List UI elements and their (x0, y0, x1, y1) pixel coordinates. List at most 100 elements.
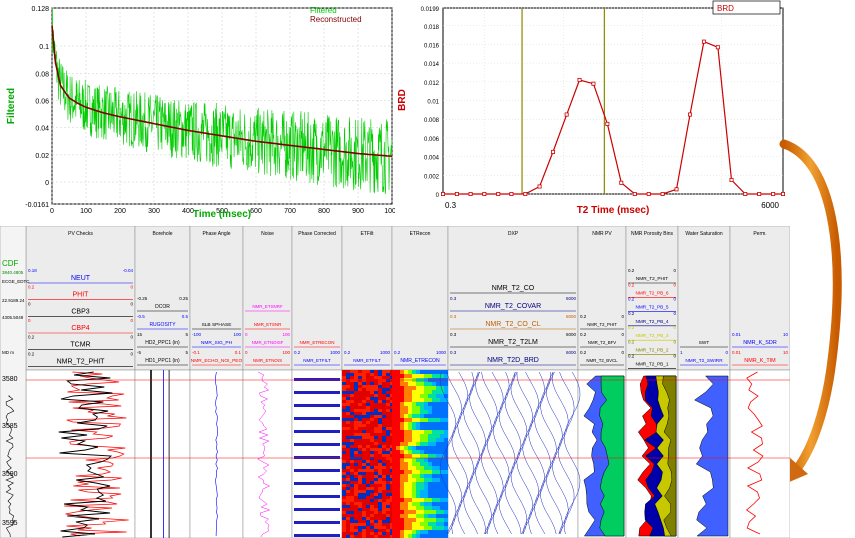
x-tick-label: 500 (216, 208, 228, 215)
heatmap-cell (346, 415, 350, 418)
curve-scale-min: 0.2 (628, 325, 635, 330)
curve-scale-max: 100 (282, 350, 290, 355)
heatmap-cell (440, 518, 444, 522)
heatmap-cell (404, 486, 408, 490)
heatmap-cell (386, 379, 390, 382)
heatmap-cell (358, 382, 362, 385)
track-title: Phase Angle (202, 231, 230, 237)
heatmap-cell (396, 510, 400, 514)
heatmap-cell (382, 472, 386, 475)
heatmap-cell (424, 394, 428, 398)
heatmap-cell (370, 430, 374, 433)
heatmap-cell (412, 434, 416, 438)
dxp-trace (498, 371, 516, 535)
heatmap-cell (346, 502, 350, 505)
heatmap-cell (346, 439, 350, 442)
heatmap-cell (366, 391, 370, 394)
heatmap-cell (370, 433, 374, 436)
heatmap-cell (392, 518, 396, 522)
heatmap-cell (408, 426, 412, 430)
heatmap-cell (432, 442, 436, 446)
echo-band (294, 417, 340, 420)
heatmap-cell (400, 498, 404, 502)
heatmap-cell (424, 446, 428, 450)
heatmap-cell (362, 463, 366, 466)
x-tick-label: 600 (250, 208, 262, 215)
heatmap-cell (350, 529, 354, 532)
heatmap-cell (386, 415, 390, 418)
heatmap-cell (378, 394, 382, 397)
data-point (688, 112, 693, 117)
data-point (701, 39, 706, 44)
x-tick-label: 100 (80, 208, 92, 215)
heatmap-cell (378, 397, 382, 400)
heatmap-cell (358, 454, 362, 457)
heatmap-cell (416, 438, 420, 442)
dxp-trace (493, 371, 510, 535)
heatmap-cell (342, 493, 346, 496)
curve-scale-min: 0 (245, 332, 248, 337)
heatmap-cell (342, 478, 346, 481)
heatmap-cell (400, 530, 404, 534)
heatmap-cell (444, 414, 448, 418)
echo-band (294, 482, 340, 485)
heatmap-cell (420, 382, 424, 386)
heatmap-cell (392, 482, 396, 486)
heatmap-cell (374, 460, 378, 463)
heatmap-cell (400, 474, 404, 478)
heatmap-cell (416, 514, 420, 518)
data-point (577, 77, 582, 82)
curve-scale-min: 0.2 (628, 297, 635, 302)
heatmap-cell (342, 469, 346, 472)
track-title: PV Checks (68, 231, 93, 237)
curve-scale-max: 0 (621, 314, 624, 319)
heatmap-cell (382, 379, 386, 382)
heatmap-cell (408, 514, 412, 518)
heatmap-cell (424, 386, 428, 390)
heatmap-cell (440, 370, 444, 374)
heatmap-cell (386, 520, 390, 523)
curve-scale-max: 5 (185, 332, 188, 337)
curve-scale-max: 0 (673, 311, 676, 316)
heatmap-cell (400, 502, 404, 506)
heatmap-cell (404, 522, 408, 526)
heatmap-cell (366, 418, 370, 421)
heatmap-cell (400, 518, 404, 522)
heatmap-cell (392, 390, 396, 394)
heatmap-cell (362, 517, 366, 520)
heatmap-cell (350, 532, 354, 535)
heatmap-cell (342, 472, 346, 475)
heatmap-cell (440, 394, 444, 398)
heatmap-cell (392, 438, 396, 442)
heatmap-cell (378, 400, 382, 403)
heatmap-cell (392, 426, 396, 430)
heatmap-cell (432, 422, 436, 426)
heatmap-cell (362, 529, 366, 532)
heatmap-cell (396, 422, 400, 426)
data-point (780, 191, 785, 196)
heatmap-cell (366, 508, 370, 511)
heatmap-cell (382, 445, 386, 448)
heatmap-cell (342, 403, 346, 406)
heatmap-cell (362, 514, 366, 517)
heatmap-cell (382, 475, 386, 478)
heatmap-cell (428, 386, 432, 390)
heatmap-cell (400, 462, 404, 466)
heatmap-cell (392, 370, 396, 374)
heatmap-cell (416, 518, 420, 522)
heatmap-cell (444, 498, 448, 502)
heatmap-cell (362, 469, 366, 472)
heatmap-cell (374, 445, 378, 448)
heatmap-cell (382, 376, 386, 379)
curve-name: NMR_ETNOISF (252, 340, 284, 345)
heatmap-cell (346, 427, 350, 430)
heatmap-cell (412, 370, 416, 374)
heatmap-cell (386, 511, 390, 514)
heatmap-cell (374, 490, 378, 493)
heatmap-cell (408, 386, 412, 390)
curve-scale-min: 0.2 (394, 350, 401, 355)
curve-scale-max: 0 (673, 325, 676, 330)
heatmap-cell (408, 530, 412, 534)
heatmap-cell (444, 478, 448, 482)
heatmap-cell (374, 406, 378, 409)
